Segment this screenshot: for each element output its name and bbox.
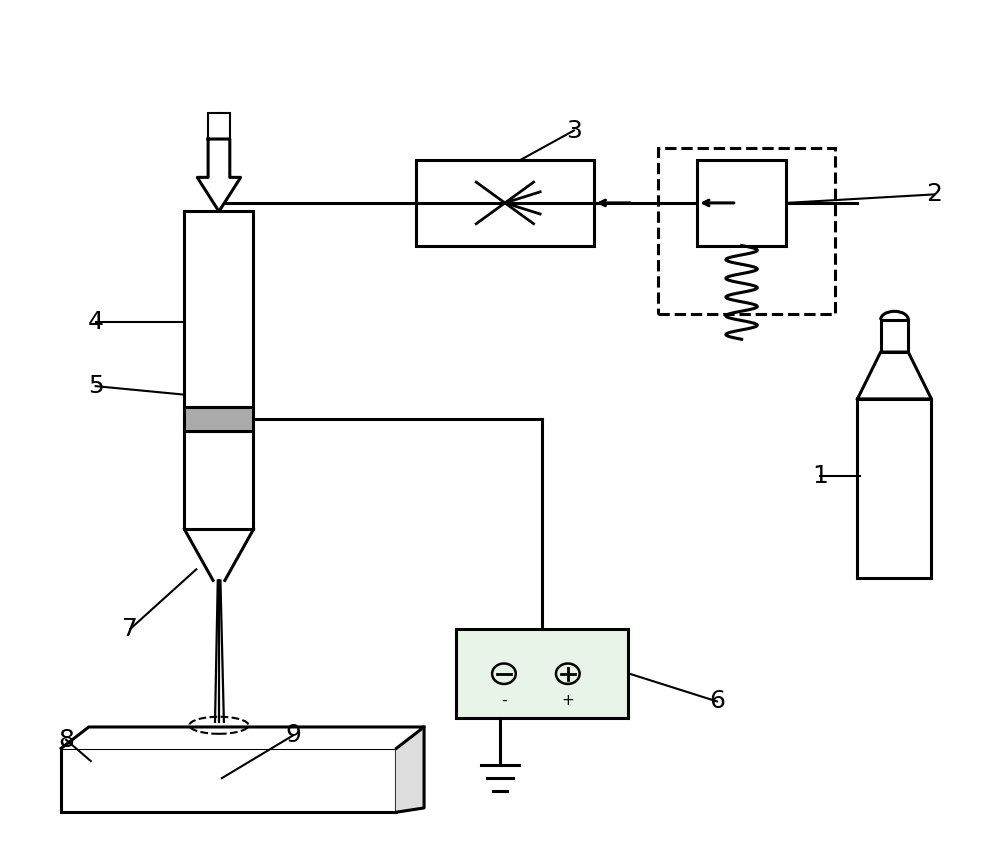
Bar — [456, 629, 628, 719]
Text: +: + — [561, 693, 574, 708]
Bar — [697, 160, 786, 246]
Bar — [61, 748, 396, 812]
Polygon shape — [396, 727, 424, 812]
Text: 1: 1 — [813, 463, 828, 488]
Text: 2: 2 — [926, 183, 942, 206]
Bar — [184, 211, 253, 407]
Polygon shape — [857, 352, 931, 399]
Text: 9: 9 — [285, 723, 301, 747]
Bar — [208, 113, 230, 139]
Text: -: - — [501, 693, 507, 708]
Polygon shape — [61, 727, 424, 748]
Text: 4: 4 — [88, 310, 104, 334]
Bar — [857, 399, 931, 578]
Polygon shape — [197, 139, 241, 211]
Bar — [416, 160, 594, 246]
Bar — [881, 320, 908, 352]
Text: 7: 7 — [122, 617, 138, 641]
Bar — [184, 407, 253, 431]
Text: 6: 6 — [709, 689, 725, 714]
Text: 8: 8 — [58, 727, 74, 752]
Text: 3: 3 — [566, 119, 582, 143]
Text: 5: 5 — [88, 374, 104, 398]
Bar — [658, 147, 835, 313]
Bar — [184, 431, 253, 529]
